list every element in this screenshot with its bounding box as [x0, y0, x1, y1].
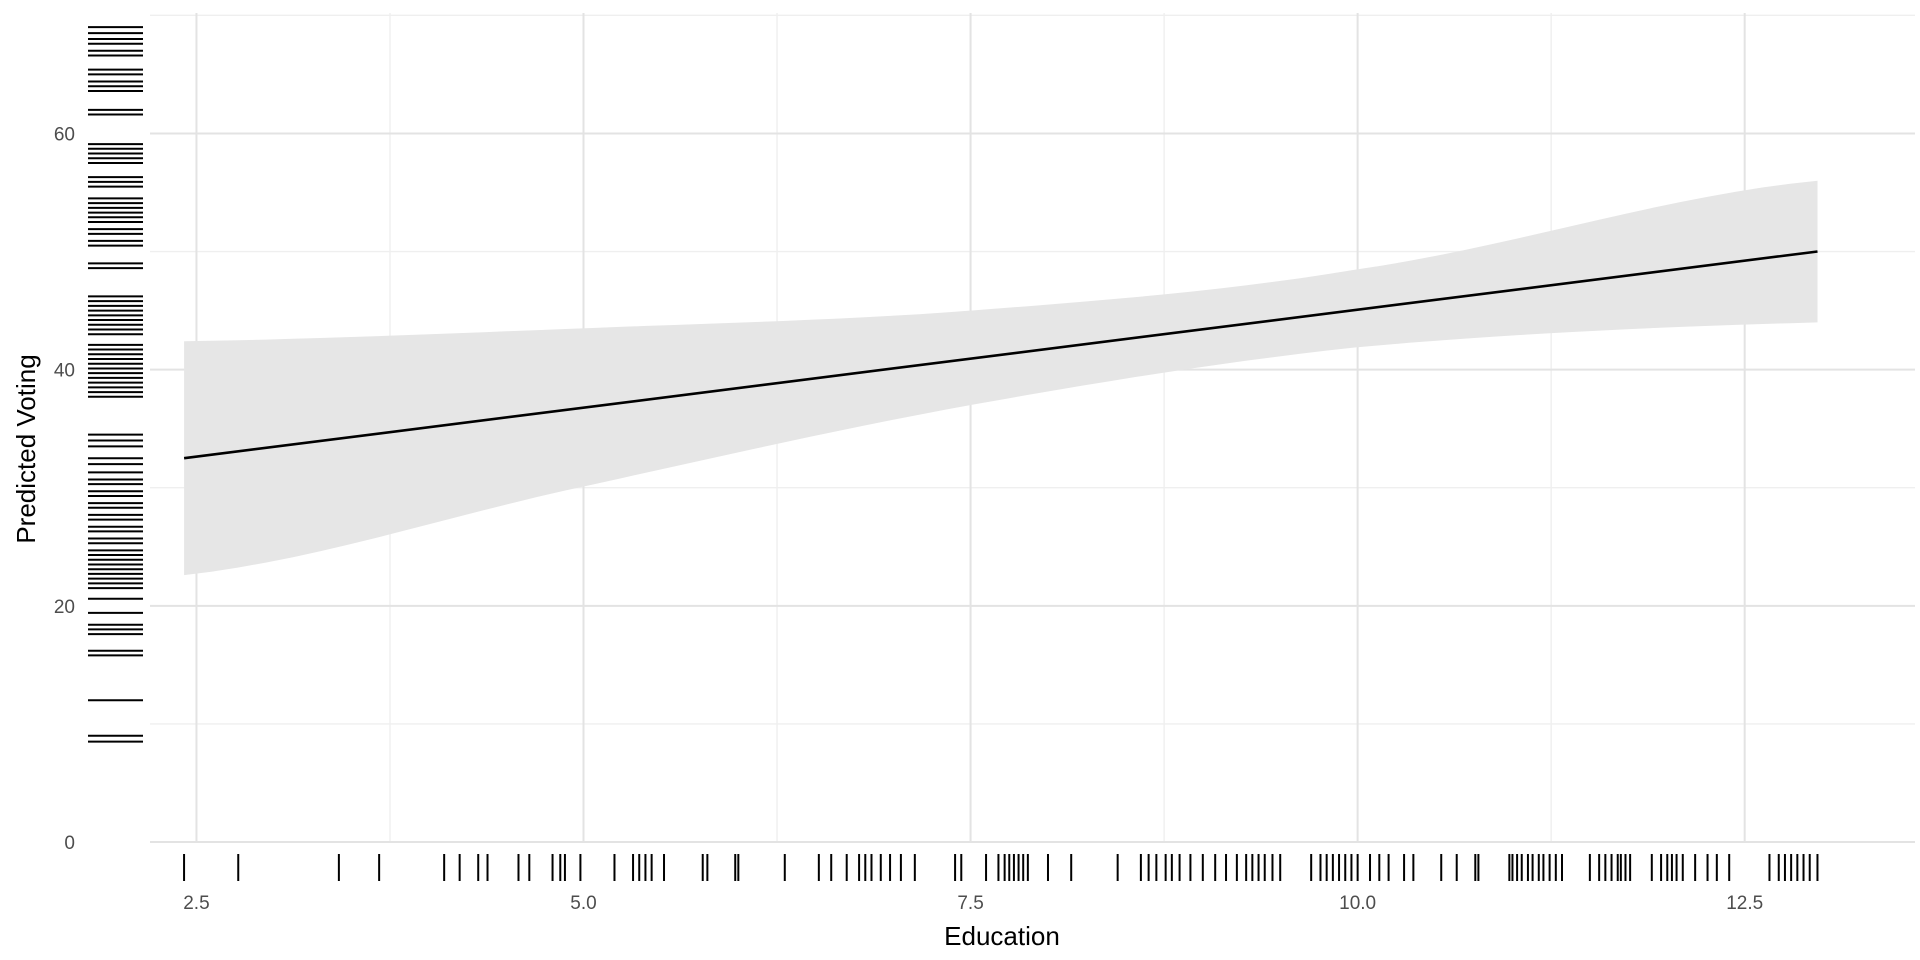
- x-axis-tick-labels: 2.5 5.0 7.5 10.0 12.5: [183, 893, 1763, 914]
- x-rug-marks: [183, 854, 1819, 881]
- x-tick-label: 7.5: [957, 893, 983, 914]
- confidence-band: [184, 180, 1818, 576]
- major-gridlines: [150, 13, 1915, 843]
- x-axis-title: Education: [944, 921, 1060, 951]
- x-tick-label: 5.0: [570, 893, 596, 914]
- regression-line: [183, 250, 1818, 460]
- x-tick-label: 12.5: [1726, 893, 1763, 914]
- x-tick-label: 2.5: [183, 893, 209, 914]
- x-tick-label: 10.0: [1339, 893, 1376, 914]
- y-tick-label: 20: [54, 597, 75, 618]
- y-tick-label: 40: [54, 361, 75, 382]
- y-axis-tick-labels: 0 20 40 60: [54, 124, 75, 854]
- y-axis-title: Predicted Voting: [11, 354, 41, 543]
- y-rug-marks: [88, 26, 143, 743]
- y-tick-label: 0: [64, 833, 75, 854]
- y-tick-label: 60: [54, 124, 75, 145]
